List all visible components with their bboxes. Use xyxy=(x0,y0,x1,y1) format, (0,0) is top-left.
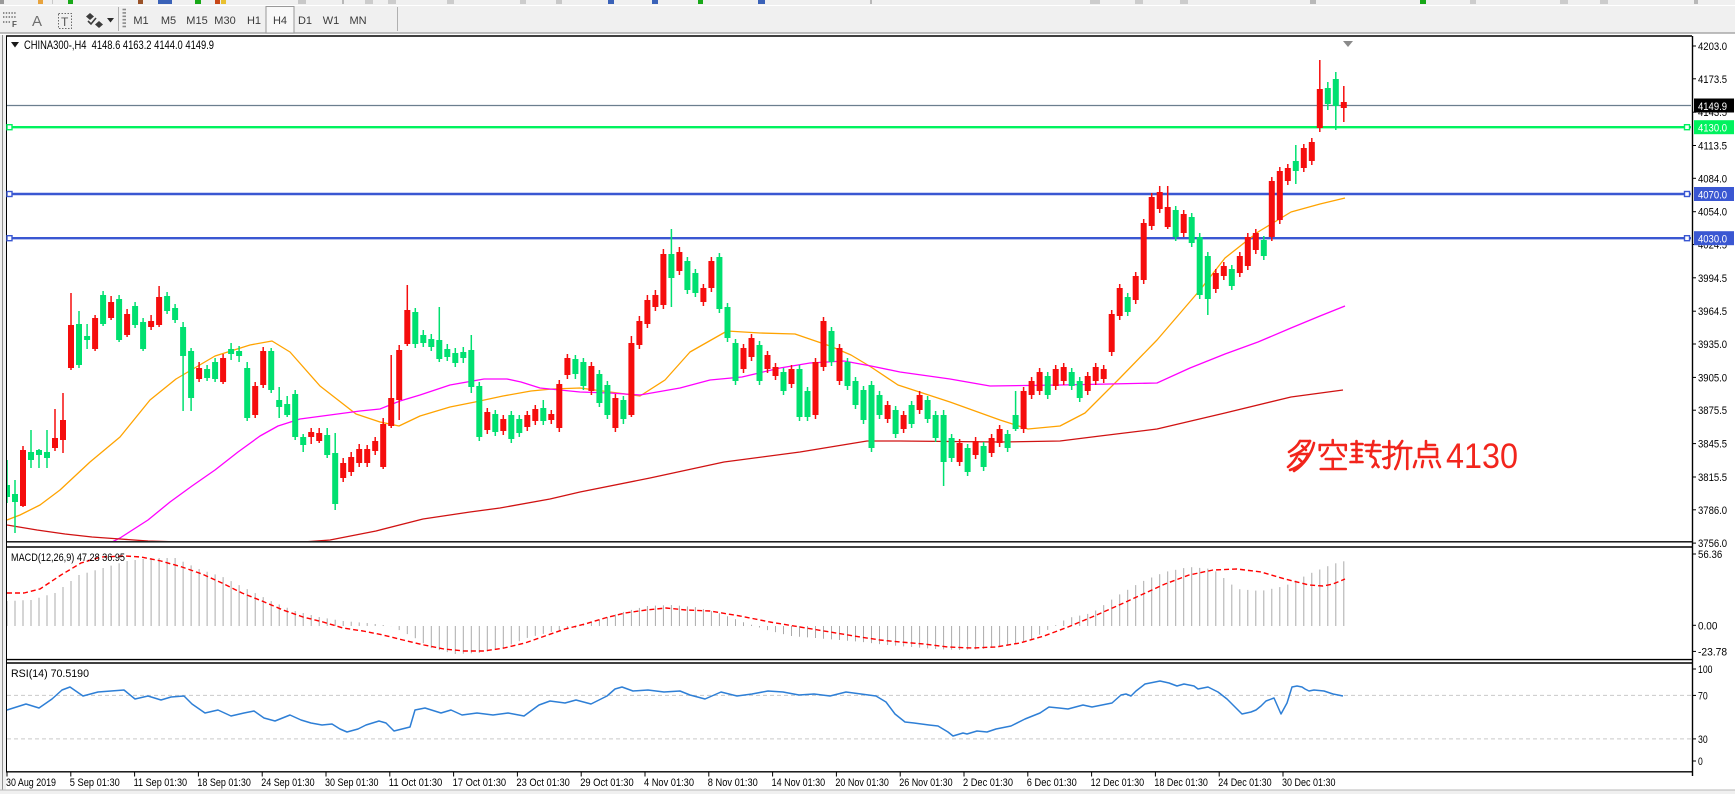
svg-text:26 Nov 01:30: 26 Nov 01:30 xyxy=(899,777,953,789)
svg-text:0.00: 0.00 xyxy=(1698,620,1717,632)
svg-text:4173.5: 4173.5 xyxy=(1698,74,1727,86)
svg-text:70: 70 xyxy=(1698,690,1708,702)
svg-text:H4: H4 xyxy=(273,15,287,27)
svg-text:RSI(14) 70.5190: RSI(14) 70.5190 xyxy=(11,668,89,680)
svg-text:4054.0: 4054.0 xyxy=(1698,207,1727,219)
svg-text:A: A xyxy=(32,13,42,30)
svg-text:3815.5: 3815.5 xyxy=(1698,472,1727,484)
svg-text:12 Dec 01:30: 12 Dec 01:30 xyxy=(1091,777,1145,789)
svg-text:30: 30 xyxy=(1698,734,1708,746)
svg-text:30 Aug 2019: 30 Aug 2019 xyxy=(6,777,56,789)
svg-text:5 Sep 01:30: 5 Sep 01:30 xyxy=(70,777,120,789)
svg-text:H1: H1 xyxy=(247,15,261,27)
svg-text:29 Oct 01:30: 29 Oct 01:30 xyxy=(580,777,634,789)
svg-text:3786.0: 3786.0 xyxy=(1698,505,1727,517)
svg-text:M5: M5 xyxy=(161,15,176,27)
svg-text:4084.0: 4084.0 xyxy=(1698,173,1727,185)
svg-text:11 Sep 01:30: 11 Sep 01:30 xyxy=(134,777,188,789)
svg-text:100: 100 xyxy=(1698,664,1713,676)
svg-text:D1: D1 xyxy=(298,15,312,27)
svg-text:T: T xyxy=(61,15,69,29)
svg-text:F: F xyxy=(12,20,17,29)
svg-text:CHINA300-,H4 4148.6 4163.2 41: CHINA300-,H4 4148.6 4163.2 4144.0 4149.9 xyxy=(24,38,214,52)
svg-text:24 Dec 01:30: 24 Dec 01:30 xyxy=(1218,777,1272,789)
svg-text:14 Nov 01:30: 14 Nov 01:30 xyxy=(772,777,826,789)
svg-text:18 Dec 01:30: 18 Dec 01:30 xyxy=(1154,777,1208,789)
svg-text:4130.0: 4130.0 xyxy=(1698,123,1727,135)
svg-text:4130: 4130 xyxy=(1446,437,1518,476)
svg-text:3964.5: 3964.5 xyxy=(1698,306,1727,318)
svg-text:2 Dec 01:30: 2 Dec 01:30 xyxy=(963,777,1013,789)
svg-text:23 Oct 01:30: 23 Oct 01:30 xyxy=(516,777,570,789)
svg-text:6 Dec 01:30: 6 Dec 01:30 xyxy=(1027,777,1077,789)
svg-text:30 Dec 01:30: 30 Dec 01:30 xyxy=(1282,777,1336,789)
svg-text:M30: M30 xyxy=(214,15,235,27)
svg-text:W1: W1 xyxy=(323,15,340,27)
svg-text:20 Nov 01:30: 20 Nov 01:30 xyxy=(835,777,889,789)
svg-text:17 Oct 01:30: 17 Oct 01:30 xyxy=(453,777,507,789)
svg-text:0: 0 xyxy=(1698,756,1703,768)
svg-text:4070.0: 4070.0 xyxy=(1698,190,1727,202)
svg-text:11 Oct 01:30: 11 Oct 01:30 xyxy=(389,777,443,789)
svg-text:M1: M1 xyxy=(133,15,148,27)
svg-text:3994.5: 3994.5 xyxy=(1698,273,1727,285)
svg-text:8 Nov 01:30: 8 Nov 01:30 xyxy=(708,777,758,789)
svg-text:MACD(12,26,9) 47.28 36.95: MACD(12,26,9) 47.28 36.95 xyxy=(11,552,125,564)
svg-text:M15: M15 xyxy=(186,15,207,27)
svg-text:4 Nov 01:30: 4 Nov 01:30 xyxy=(644,777,694,789)
svg-text:3756.0: 3756.0 xyxy=(1698,538,1727,550)
svg-text:56.36: 56.36 xyxy=(1698,549,1722,561)
svg-text:18 Sep 01:30: 18 Sep 01:30 xyxy=(197,777,251,789)
svg-text:3935.0: 3935.0 xyxy=(1698,339,1727,351)
svg-text:24 Sep 01:30: 24 Sep 01:30 xyxy=(261,777,315,789)
svg-text:3875.5: 3875.5 xyxy=(1698,405,1727,417)
svg-text:4149.9: 4149.9 xyxy=(1698,101,1727,113)
svg-text:MN: MN xyxy=(349,15,366,27)
svg-text:-23.78: -23.78 xyxy=(1698,646,1727,658)
svg-text:30 Sep 01:30: 30 Sep 01:30 xyxy=(325,777,379,789)
svg-text:3905.0: 3905.0 xyxy=(1698,372,1727,384)
svg-text:4030.0: 4030.0 xyxy=(1698,234,1727,246)
svg-text:4203.0: 4203.0 xyxy=(1698,41,1727,53)
svg-text:4113.5: 4113.5 xyxy=(1698,141,1727,153)
svg-text:3845.5: 3845.5 xyxy=(1698,439,1727,451)
